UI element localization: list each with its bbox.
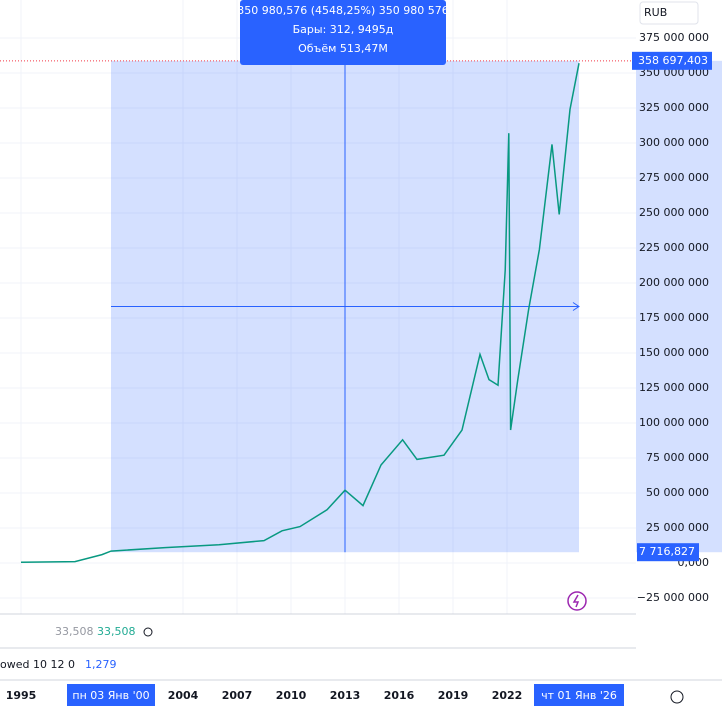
time-label-box [534,684,624,706]
lightning-button[interactable] [567,591,587,611]
indicator-value: 33,508 [97,625,136,638]
x-tick-label: 2007 [222,689,253,702]
y-tick-label: −25 000 000 [637,591,709,604]
tooltip-box [240,0,446,65]
x-tick-label: 2013 [330,689,361,702]
x-tick-label: 2010 [276,689,307,702]
settings-icon[interactable] [670,690,684,704]
y-tick-label: 200 000 000 [639,276,709,289]
y-tick-label: 75 000 000 [646,451,709,464]
y-tick-label: 50 000 000 [646,486,709,499]
lightning-icon [572,594,580,608]
hide-icon[interactable] [143,627,153,637]
x-tick-label: 2019 [438,689,469,702]
x-tick-label: 2016 [384,689,415,702]
high-price-box [632,51,712,70]
x-tick-label: 1995 [6,689,37,702]
y-tick-label: 325 000 000 [639,101,709,114]
tooltip-line: Объём 513,47M [298,42,388,55]
time-label: пн 03 Янв '00 [72,689,149,702]
currency-button[interactable] [639,1,699,25]
currency[interactable]: RUB [644,6,667,19]
y-tick-label: 225 000 000 [639,241,709,254]
y-tick-label: 25 000 000 [646,521,709,534]
price-line [20,63,580,564]
time-label-box [67,684,155,706]
y-tick-label: 300 000 000 [639,136,709,149]
y-tick-label: 275 000 000 [639,171,709,184]
y-tick-label: 100 000 000 [639,416,709,429]
high-price-label: 358 697,403 [638,54,708,67]
measure-arrow [572,302,580,311]
tooltip-line: Бары: 312, 9495д [293,23,394,36]
low-price-label: 7 716,827 [639,545,695,558]
y-tick-label: 375 000 000 [639,31,709,44]
y-tick-label: 125 000 000 [639,381,709,394]
low-price-box [637,543,699,562]
indicator-value: 1,279 [85,658,117,671]
y-tick-label: 250 000 000 [639,206,709,219]
price-axis-highlight [636,60,722,553]
x-tick-label: 2004 [168,689,199,702]
y-tick-label: 175 000 000 [639,311,709,324]
time-label: чт 01 Янв '26 [541,689,617,702]
indicator-name: owed 10 12 0 [0,658,75,671]
indicator-name: 33,508 [55,625,94,638]
tooltip-line: 350 980,576 (4548,25%) 350 980 576 [237,4,448,17]
x-tick-label: 2022 [492,689,523,702]
measure-tooltip: 350 980,576 (4548,25%) 350 980 576 Бары: … [237,0,449,65]
y-tick-label: 150 000 000 [639,346,709,359]
